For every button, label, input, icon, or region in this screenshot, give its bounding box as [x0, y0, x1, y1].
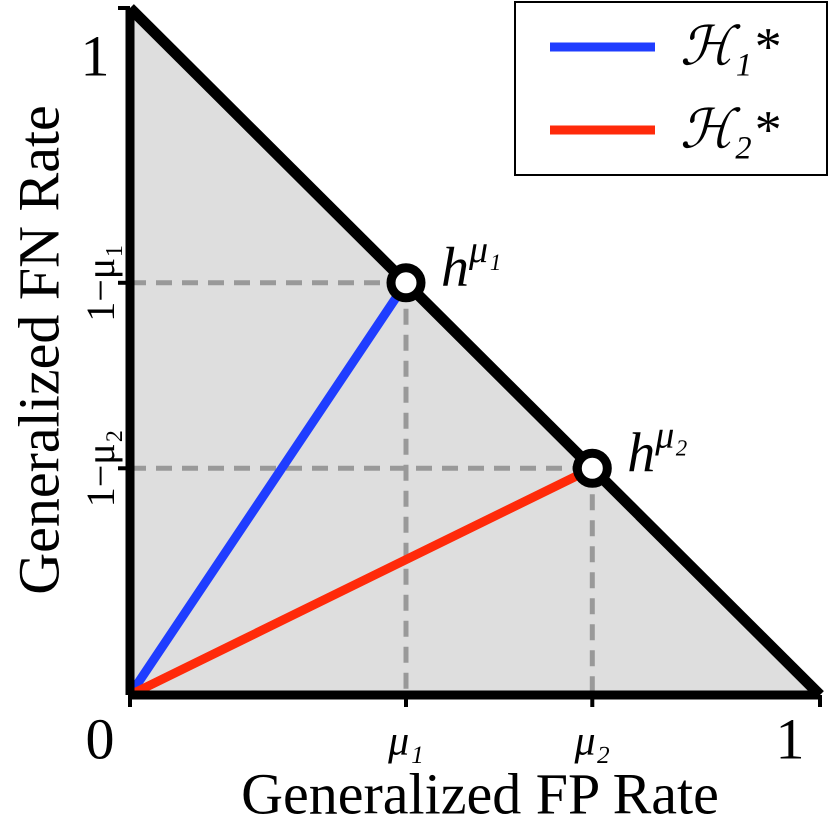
- legend-label: ℋ₁*: [680, 16, 779, 76]
- x-tick-label: μ₂: [573, 719, 610, 765]
- point: [572, 448, 612, 488]
- point-label-sup: μ₁: [468, 229, 501, 271]
- y-tick-label: 1: [81, 23, 110, 88]
- point-label: hμ₂: [627, 414, 687, 484]
- legend-box: [514, 1, 828, 176]
- x-tick-label: 0: [86, 706, 115, 771]
- point-label-base: h: [627, 422, 655, 484]
- point-label-sup: μ₂: [654, 414, 687, 456]
- x-axis-label: Generalized FP Rate: [241, 761, 719, 826]
- legend-label: ℋ₂*: [680, 99, 779, 159]
- point: [386, 263, 426, 303]
- frontier: [126, 4, 824, 699]
- x-tick-label: μ₁: [387, 719, 424, 765]
- y-tick-label: 1−μ₁: [78, 244, 123, 322]
- y-axis-label: Generalized FN Rate: [6, 105, 71, 595]
- point-label: hμ₁: [441, 229, 501, 299]
- series-line: [126, 280, 410, 698]
- point-label-base: h: [441, 237, 469, 299]
- y-tick-label: 1−μ₂: [78, 429, 123, 507]
- series-line: [128, 464, 595, 700]
- x-tick-label: 1: [776, 706, 805, 771]
